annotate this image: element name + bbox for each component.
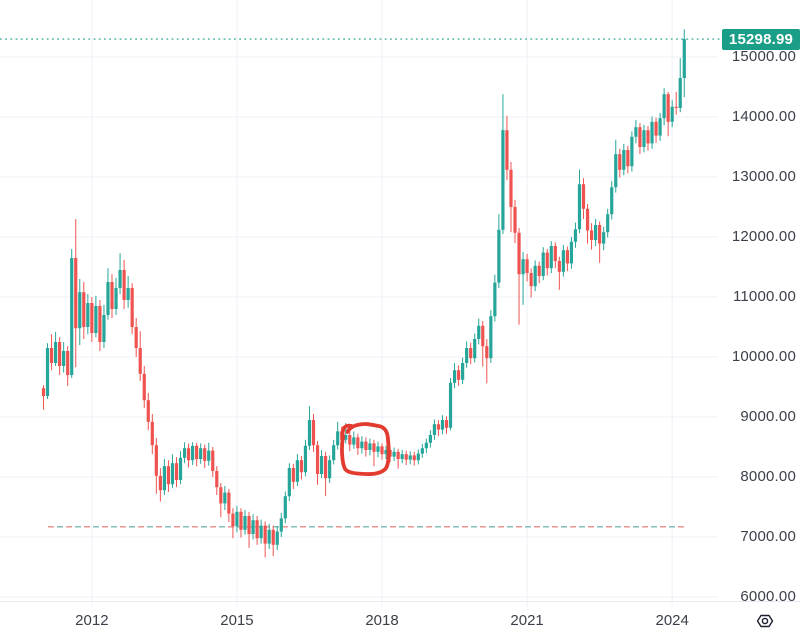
price-tick-label: 7000.00 bbox=[740, 528, 796, 545]
last-price-badge: 15298.99 bbox=[722, 28, 800, 50]
price-tick-label: 14000.00 bbox=[731, 108, 796, 125]
eye-icon-outline bbox=[756, 614, 774, 628]
time-tick-label: 2021 bbox=[510, 612, 544, 629]
time-tick-label: 2018 bbox=[365, 612, 399, 629]
price-tick-label: 10000.00 bbox=[731, 348, 796, 365]
price-axis[interactable]: 15298.99 15000.00 14000.00 13000.00 12000.0… bbox=[700, 0, 800, 605]
eye-icon-pupil bbox=[761, 617, 769, 625]
time-tick-label: 2012 bbox=[75, 612, 109, 629]
axis-corner bbox=[700, 601, 800, 641]
time-tick-label: 2015 bbox=[220, 612, 254, 629]
price-tick-label: 9000.00 bbox=[740, 408, 796, 425]
price-tick-label: 8000.00 bbox=[740, 468, 796, 485]
hand-drawn-circle-annotation[interactable] bbox=[340, 422, 391, 476]
price-tick-label: 12000.00 bbox=[731, 228, 796, 245]
time-axis[interactable]: 2012 2015 2018 2021 2024 bbox=[0, 601, 700, 641]
eye-icon[interactable] bbox=[754, 610, 776, 632]
price-tick-label: 11000.00 bbox=[732, 288, 796, 305]
price-tick-label: 6000.00 bbox=[740, 588, 796, 605]
price-tick-label: 13000.00 bbox=[731, 168, 796, 185]
time-tick-label: 2024 bbox=[655, 612, 689, 629]
price-tick-label: 15000.00 bbox=[731, 48, 796, 65]
candlestick-series bbox=[41, 29, 686, 558]
gridlines bbox=[0, 0, 800, 607]
